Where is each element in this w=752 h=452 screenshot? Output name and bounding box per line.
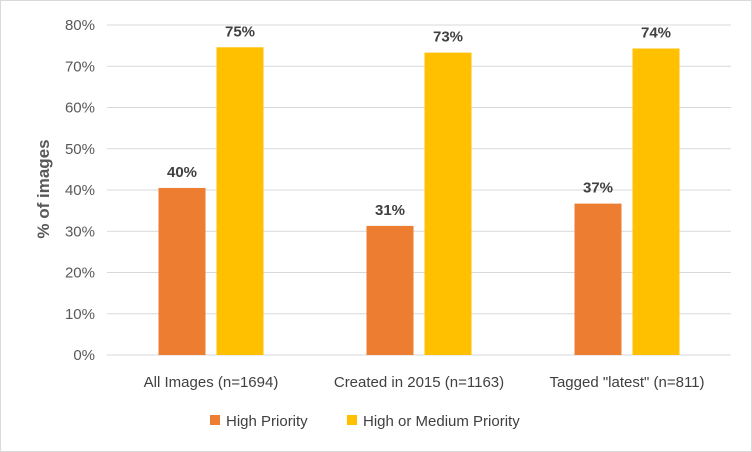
legend-swatch	[347, 415, 357, 425]
data-labels: 40% 75% 31% 73% 37% 74%	[167, 23, 671, 219]
bars	[158, 47, 680, 356]
x-category-label: All Images (n=1694)	[144, 374, 279, 391]
data-label: 37%	[583, 180, 613, 197]
y-axis-ticks: 0% 10% 20% 30% 40% 50% 60% 70% 80%	[65, 17, 95, 364]
x-category-label: Tagged "latest" (n=811)	[549, 374, 704, 391]
legend-label: High or Medium Priority	[363, 413, 520, 430]
legend-label: High Priority	[226, 413, 308, 430]
y-tick-label: 20%	[65, 265, 95, 282]
bar-high-priority	[574, 203, 622, 355]
bar-high-priority	[158, 187, 206, 355]
y-tick-label: 0%	[73, 347, 95, 364]
x-category-label: Created in 2015 (n=1163)	[334, 374, 504, 391]
y-axis-label: % of images	[34, 139, 53, 238]
legend-swatch	[210, 415, 220, 425]
y-tick-label: 40%	[65, 182, 95, 199]
bar-high-or-medium-priority	[216, 47, 264, 356]
bar-high-or-medium-priority	[632, 48, 680, 355]
data-label: 73%	[433, 29, 463, 46]
data-label: 40%	[167, 164, 197, 181]
bar-high-priority	[366, 225, 414, 355]
bar-high-or-medium-priority	[424, 52, 472, 355]
y-tick-label: 80%	[65, 17, 95, 34]
y-tick-label: 50%	[65, 141, 95, 158]
data-label: 74%	[641, 25, 671, 42]
y-tick-label: 70%	[65, 58, 95, 75]
y-tick-label: 60%	[65, 100, 95, 117]
legend: High Priority High or Medium Priority	[210, 413, 520, 430]
y-tick-label: 30%	[65, 223, 95, 240]
x-axis-categories: All Images (n=1694) Created in 2015 (n=11…	[144, 374, 705, 391]
gridlines	[107, 24, 731, 356]
data-label: 75%	[225, 23, 255, 40]
data-label: 31%	[375, 202, 405, 219]
y-tick-label: 10%	[65, 306, 95, 323]
